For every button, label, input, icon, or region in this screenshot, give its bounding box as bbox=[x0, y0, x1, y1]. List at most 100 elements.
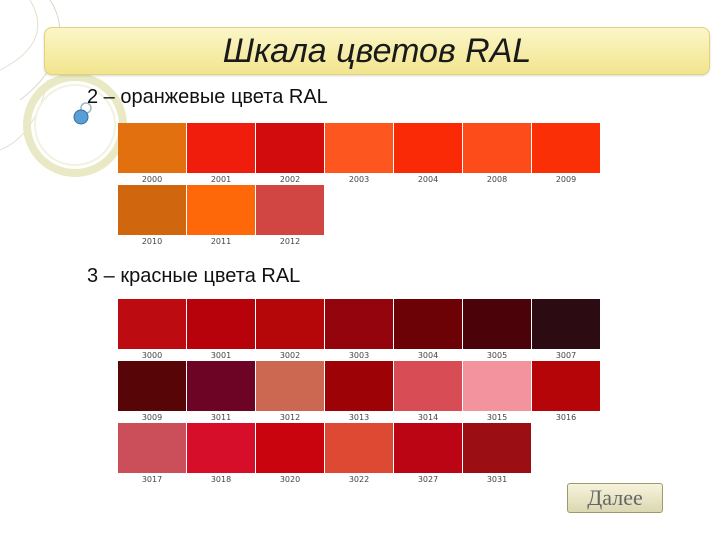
ral-color-cell: 2004 bbox=[394, 123, 462, 185]
ral-code-label: 2012 bbox=[279, 237, 301, 246]
ral-color-cell: 3005 bbox=[463, 299, 531, 361]
ral-code-label: 3014 bbox=[417, 413, 439, 422]
color-swatch bbox=[187, 299, 255, 349]
ral-color-cell: 3015 bbox=[463, 361, 531, 423]
ral-code-label: 3018 bbox=[210, 475, 232, 484]
color-swatch bbox=[463, 423, 531, 473]
ral-code-label: 3017 bbox=[141, 475, 163, 484]
ral-color-cell: 3020 bbox=[256, 423, 324, 485]
ral-code-label: 3004 bbox=[417, 351, 439, 360]
ral-code-label: 3002 bbox=[279, 351, 301, 360]
color-swatch bbox=[256, 361, 324, 411]
ral-code-label: 3011 bbox=[210, 413, 232, 422]
ral-color-cell: 2000 bbox=[118, 123, 186, 185]
color-swatch bbox=[325, 361, 393, 411]
ral-code-label: 3009 bbox=[141, 413, 163, 422]
ral-code-label: 2002 bbox=[279, 175, 301, 184]
ral-color-cell: 2008 bbox=[463, 123, 531, 185]
color-swatch bbox=[394, 123, 462, 173]
ral-color-cell: 3017 bbox=[118, 423, 186, 485]
ral-color-cell: 3007 bbox=[532, 299, 600, 361]
ral-code-label: 3001 bbox=[210, 351, 232, 360]
ral-color-cell: 3001 bbox=[187, 299, 255, 361]
ral-code-label: 3012 bbox=[279, 413, 301, 422]
orange-swatch-row: 2000 2001 2002 2003 2004 2008 2009 bbox=[118, 123, 600, 185]
color-swatch bbox=[256, 185, 324, 235]
ral-code-label: 2009 bbox=[555, 175, 577, 184]
ral-code-label: 2008 bbox=[486, 175, 508, 184]
red-swatch-row: 3017 3018 3020 3022 3027 3031 bbox=[118, 423, 600, 485]
color-swatch bbox=[118, 299, 186, 349]
red-swatch-row: 3009 3011 3012 3013 3014 3015 3016 bbox=[118, 361, 600, 423]
ral-code-label: 3015 bbox=[486, 413, 508, 422]
ral-color-cell: 3013 bbox=[325, 361, 393, 423]
ral-color-cell: 3018 bbox=[187, 423, 255, 485]
orange-color-grid: 2000 2001 2002 2003 2004 2008 2009 2010 2011 2012 bbox=[118, 123, 600, 247]
color-swatch bbox=[118, 123, 186, 173]
red-color-grid: 3000 3001 3002 3003 3004 3005 3007 3009 3011 3012… bbox=[118, 299, 600, 485]
color-swatch bbox=[463, 299, 531, 349]
color-swatch bbox=[532, 299, 600, 349]
color-swatch bbox=[256, 299, 324, 349]
ral-code-label: 3016 bbox=[555, 413, 577, 422]
ral-color-cell: 3027 bbox=[394, 423, 462, 485]
color-swatch bbox=[325, 299, 393, 349]
red-section-heading: 3 – красные цвета RAL bbox=[87, 265, 301, 287]
ral-color-cell: 3003 bbox=[325, 299, 393, 361]
color-swatch bbox=[256, 423, 324, 473]
color-swatch bbox=[463, 361, 531, 411]
ral-color-cell: 3011 bbox=[187, 361, 255, 423]
color-swatch bbox=[325, 123, 393, 173]
ral-code-label: 3022 bbox=[348, 475, 370, 484]
ral-code-label: 3000 bbox=[141, 351, 163, 360]
color-swatch bbox=[256, 123, 324, 173]
color-swatch bbox=[187, 123, 255, 173]
ral-code-label: 2000 bbox=[141, 175, 163, 184]
color-swatch bbox=[187, 185, 255, 235]
ral-color-cell: 3004 bbox=[394, 299, 462, 361]
ral-color-cell: 2009 bbox=[532, 123, 600, 185]
ral-color-cell: 2001 bbox=[187, 123, 255, 185]
color-swatch bbox=[394, 423, 462, 473]
ral-color-cell: 3009 bbox=[118, 361, 186, 423]
ral-code-label: 3027 bbox=[417, 475, 439, 484]
next-button[interactable]: Далее bbox=[567, 483, 663, 513]
ral-color-cell: 3012 bbox=[256, 361, 324, 423]
page-title: Шкала цветов RAL bbox=[222, 32, 532, 70]
ral-code-label: 3020 bbox=[279, 475, 301, 484]
color-swatch bbox=[325, 423, 393, 473]
ral-code-label: 3003 bbox=[348, 351, 370, 360]
red-swatch-row: 3000 3001 3002 3003 3004 3005 3007 bbox=[118, 299, 600, 361]
ral-code-label: 3013 bbox=[348, 413, 370, 422]
orange-section-heading: 2 – оранжевые цвета RAL bbox=[87, 86, 328, 108]
color-swatch bbox=[187, 423, 255, 473]
ral-color-cell: 2011 bbox=[187, 185, 255, 247]
ral-code-label: 2004 bbox=[417, 175, 439, 184]
ral-code-label: 2003 bbox=[348, 175, 370, 184]
ral-color-cell: 3016 bbox=[532, 361, 600, 423]
ral-color-cell: 3014 bbox=[394, 361, 462, 423]
color-swatch bbox=[118, 423, 186, 473]
ral-color-cell: 2010 bbox=[118, 185, 186, 247]
color-swatch bbox=[394, 361, 462, 411]
color-swatch bbox=[187, 361, 255, 411]
ral-color-cell: 3031 bbox=[463, 423, 531, 485]
ral-code-label: 3007 bbox=[555, 351, 577, 360]
color-swatch bbox=[118, 361, 186, 411]
ral-color-cell: 2012 bbox=[256, 185, 324, 247]
ral-code-label: 3005 bbox=[486, 351, 508, 360]
ral-code-label: 2010 bbox=[141, 237, 163, 246]
ral-color-cell: 3022 bbox=[325, 423, 393, 485]
orange-swatch-row: 2010 2011 2012 bbox=[118, 185, 600, 247]
ral-code-label: 2001 bbox=[210, 175, 232, 184]
color-swatch bbox=[532, 361, 600, 411]
ral-color-cell: 3000 bbox=[118, 299, 186, 361]
color-swatch bbox=[532, 123, 600, 173]
color-swatch bbox=[118, 185, 186, 235]
ral-code-label: 2011 bbox=[210, 237, 232, 246]
title-banner: Шкала цветов RAL bbox=[44, 27, 710, 75]
color-swatch bbox=[463, 123, 531, 173]
ral-code-label: 3031 bbox=[486, 475, 508, 484]
ral-color-cell: 2002 bbox=[256, 123, 324, 185]
ral-color-cell: 3002 bbox=[256, 299, 324, 361]
